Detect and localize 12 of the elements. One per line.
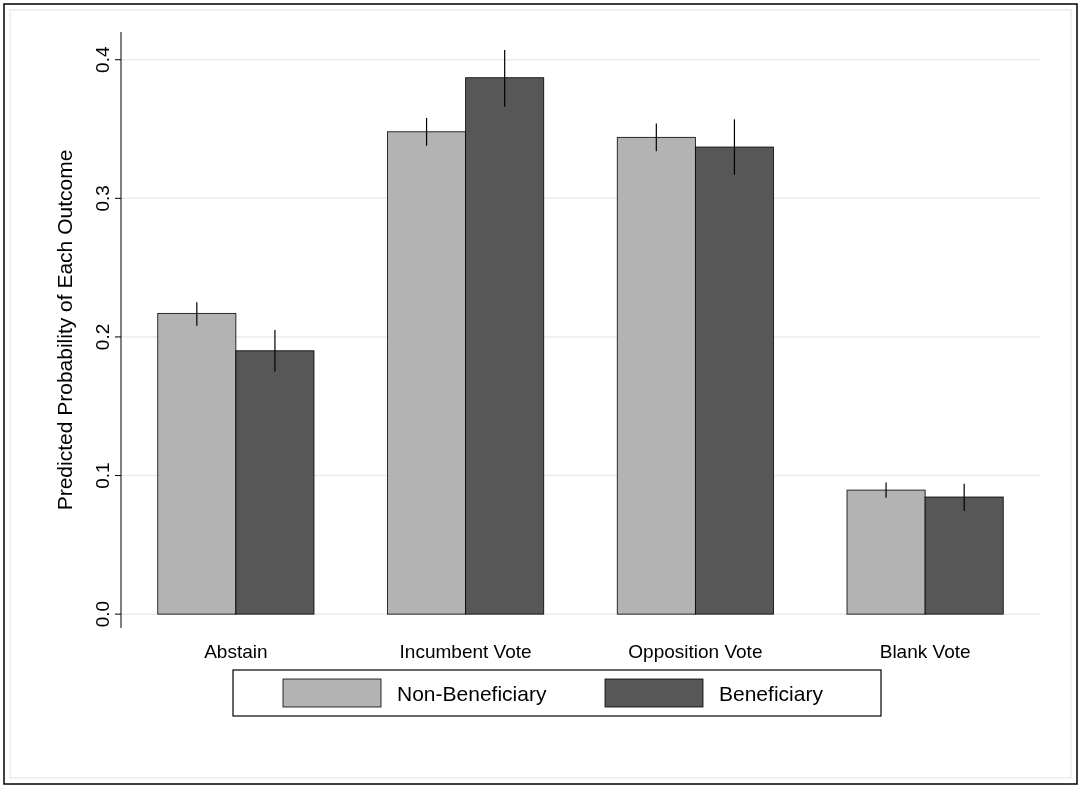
x-tick-label: Opposition Vote xyxy=(628,641,763,662)
legend-label: Non-Beneficiary xyxy=(397,682,547,705)
y-tick-label: 0.2 xyxy=(92,323,113,351)
y-tick-label: 0.0 xyxy=(92,600,113,628)
legend-label: Beneficiary xyxy=(719,682,824,705)
x-tick-label: Blank Vote xyxy=(879,641,971,662)
y-tick-label: 0.3 xyxy=(92,185,113,212)
y-tick-label: 0.1 xyxy=(92,462,113,489)
y-axis-title: Predicted Probability of Each Outcome xyxy=(53,149,76,511)
x-tick-label: Abstain xyxy=(204,641,268,662)
x-tick-label: Incumbent Vote xyxy=(399,641,532,662)
y-tick-label: 0.4 xyxy=(92,46,113,73)
